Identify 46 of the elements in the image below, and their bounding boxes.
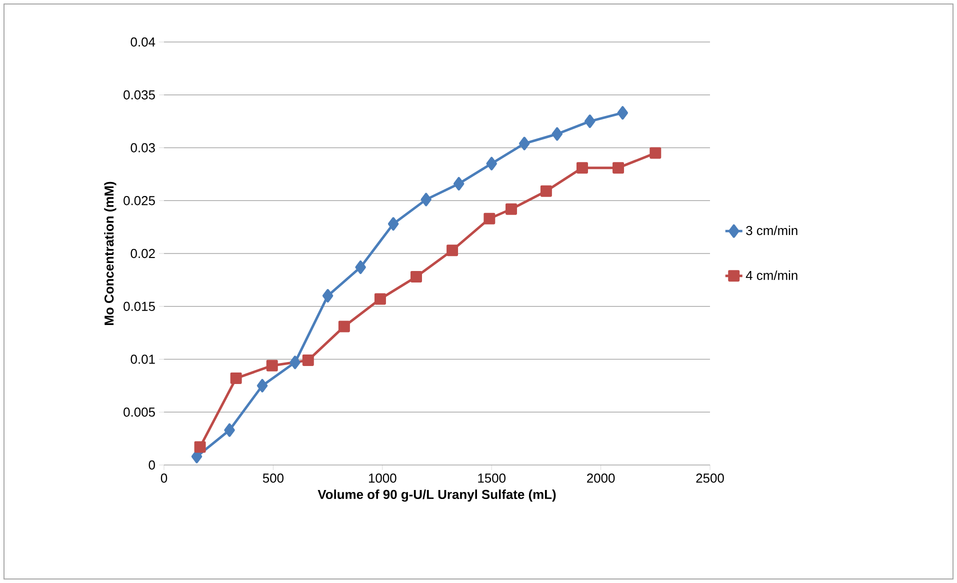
point <box>617 106 628 120</box>
point <box>540 185 552 197</box>
y-tick-label: 0.005 <box>124 408 155 417</box>
x-axis-title: Volume of 90 g-U/L Uranyl Sulfate (mL) <box>318 490 556 502</box>
point <box>410 271 422 283</box>
y-tick-label: 0.02 <box>130 248 155 258</box>
y-tick-label: 0.04 <box>130 37 156 47</box>
point <box>484 212 496 224</box>
point <box>388 217 399 231</box>
legend-label: 3 cm/min <box>746 226 798 236</box>
point <box>256 378 268 392</box>
point <box>302 354 314 366</box>
point <box>486 156 497 170</box>
x-tick-label: 500 <box>262 474 284 483</box>
y-tick-label: 0.035 <box>124 90 155 100</box>
point <box>194 441 206 453</box>
legend-label: 4 cm/min <box>746 270 798 280</box>
y-tick-label: 0.025 <box>124 196 155 206</box>
point <box>224 423 235 437</box>
y-axis-title: Mo Concentration (mM) <box>104 182 116 325</box>
y-tick-label: 0 <box>148 460 155 470</box>
point <box>290 356 300 370</box>
point <box>420 192 432 206</box>
point <box>266 360 278 372</box>
point <box>576 162 588 174</box>
point <box>584 114 596 128</box>
point <box>338 320 350 332</box>
point <box>506 203 518 215</box>
y-tick-label: 0.01 <box>130 354 155 364</box>
point <box>446 244 458 256</box>
x-tick-label: 2500 <box>696 474 724 483</box>
x-tick-label: 1000 <box>368 474 396 483</box>
point <box>650 147 662 159</box>
point <box>453 176 464 190</box>
point <box>322 289 334 303</box>
point <box>230 372 242 384</box>
y-tick-label: 0.015 <box>124 302 155 311</box>
y-tick-label: 0.03 <box>130 143 155 152</box>
point <box>374 293 386 305</box>
point <box>355 260 366 274</box>
x-tick-label: 1500 <box>478 474 506 483</box>
x-tick-label: 2000 <box>587 474 615 483</box>
point <box>552 127 562 141</box>
x-tick-label: 0 <box>160 474 168 483</box>
point <box>518 136 530 150</box>
point <box>612 162 624 174</box>
